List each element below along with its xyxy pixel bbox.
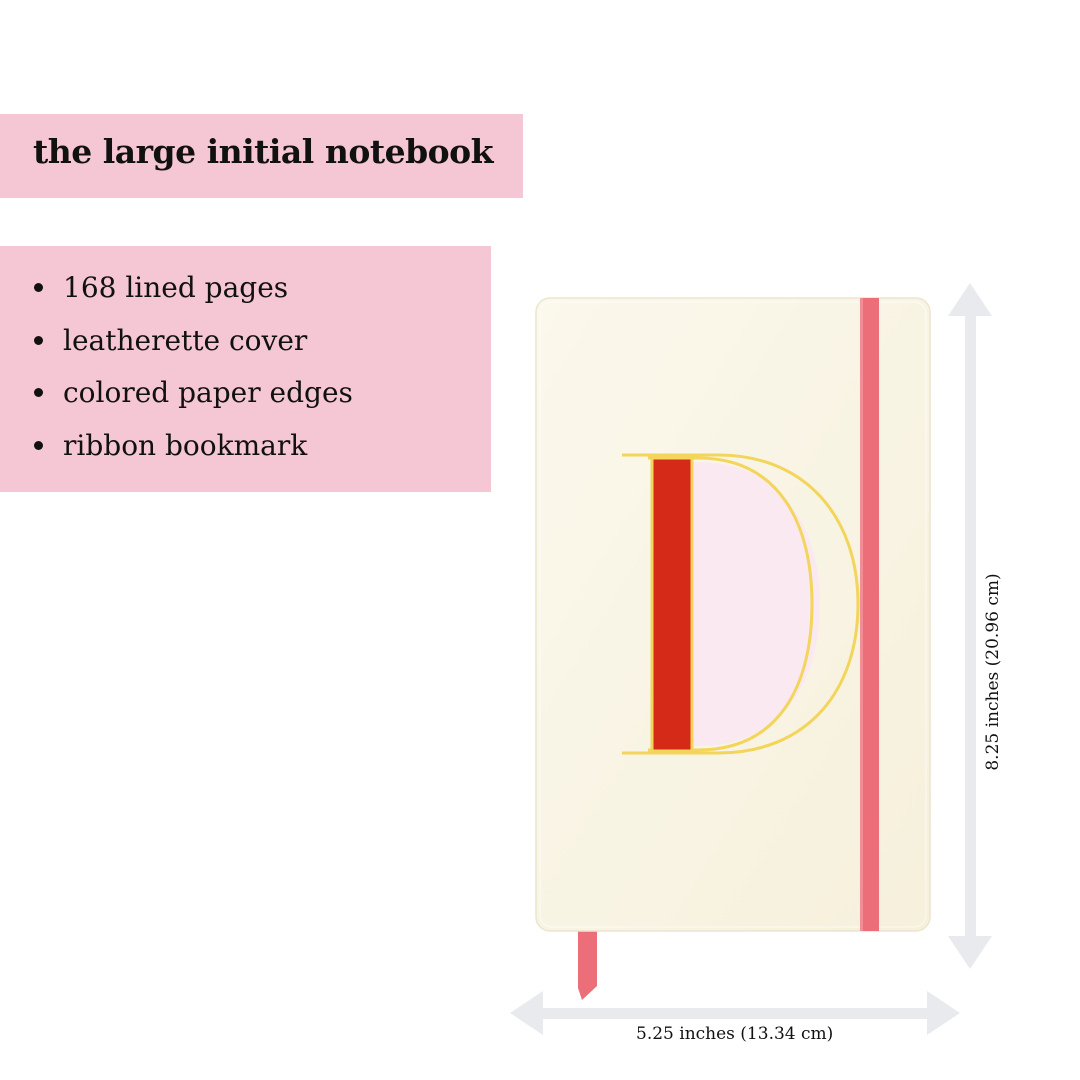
elastic-band [860, 298, 879, 931]
width-arrow [510, 991, 960, 1035]
feature-item: ribbon bookmark [32, 426, 353, 479]
height-dimension-label: 8.25 inches (20.96 cm) [983, 573, 1003, 771]
feature-label: ribbon bookmark [63, 428, 308, 462]
bullet-icon [34, 440, 43, 450]
bullet-icon [34, 283, 43, 292]
height-arrow-bottom-head [948, 936, 992, 969]
width-arrow-right-head [927, 991, 960, 1035]
title-banner: the large initial notebook [0, 114, 523, 198]
height-arrow [948, 283, 992, 969]
height-arrow-top-head [948, 283, 992, 316]
initial-letter-d [622, 453, 860, 755]
feature-item: leatherette cover [32, 321, 353, 374]
height-arrow-shaft [965, 316, 976, 936]
letter-shadow-outline [622, 453, 860, 755]
letter-bowl-outline [648, 456, 814, 752]
width-arrow-left-head [510, 991, 543, 1035]
width-dimension-label: 5.25 inches (13.34 cm) [636, 1024, 834, 1044]
letter-stem [650, 456, 694, 753]
feature-item: colored paper edges [32, 373, 353, 426]
feature-label: colored paper edges [63, 376, 353, 409]
product-title: the large initial notebook [33, 132, 494, 171]
width-arrow-shaft [543, 1008, 927, 1019]
feature-list: 168 lined pages leatherette cover colore… [32, 268, 353, 478]
feature-label: 168 lined pages [63, 271, 289, 304]
ribbon-bookmark [578, 928, 597, 1000]
feature-label: leatherette cover [63, 323, 308, 357]
feature-item: 168 lined pages [32, 268, 353, 321]
letter-fill [690, 462, 820, 746]
features-panel: 168 lined pages leatherette cover colore… [0, 246, 491, 492]
elastic-band-highlight [860, 298, 863, 931]
bullet-icon [34, 335, 43, 345]
cover-highlight [539, 301, 927, 928]
bullet-icon [34, 388, 43, 397]
